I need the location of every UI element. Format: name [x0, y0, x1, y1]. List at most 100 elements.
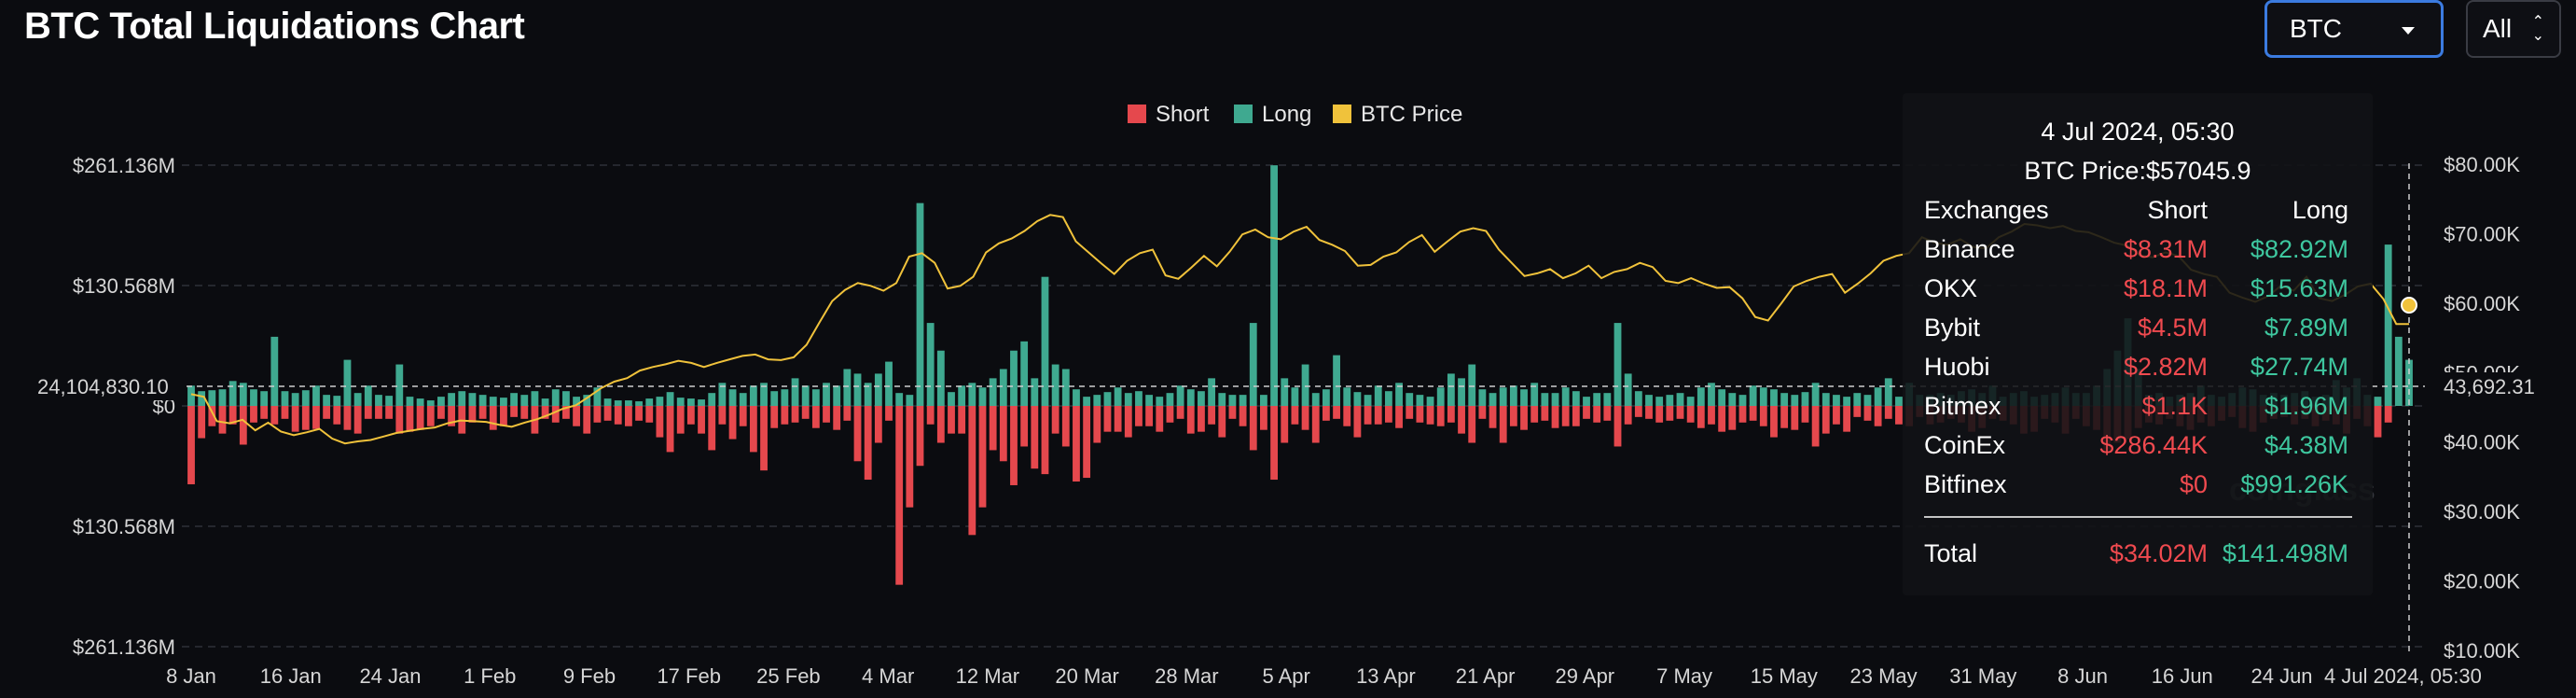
long-bar — [198, 391, 206, 406]
long-bar — [1333, 355, 1340, 406]
short-bar — [676, 406, 685, 434]
short-bar — [1499, 406, 1507, 443]
range-select[interactable]: All ⌃ ⌄ — [2466, 0, 2561, 58]
crosshair-x-label: 4 Jul 2024, 05:30 — [2324, 664, 2482, 688]
long-bar — [562, 391, 570, 406]
short-bar — [1541, 406, 1549, 421]
long-bar — [1270, 165, 1278, 406]
short-bar — [1364, 406, 1372, 425]
short-bar — [1291, 406, 1299, 425]
short-bar — [1083, 406, 1091, 479]
legend-label-price[interactable]: BTC Price — [1361, 102, 1462, 127]
short-bar — [1759, 406, 1767, 426]
short-bar — [1384, 406, 1392, 423]
short-bar — [2384, 406, 2392, 423]
short-bar — [260, 406, 269, 419]
short-bar — [385, 406, 394, 419]
x-tick-label: 25 Feb — [756, 664, 821, 688]
short-bar — [1520, 406, 1528, 430]
x-tick-label: 8 Jan — [166, 664, 216, 688]
long-bar — [1468, 364, 1476, 406]
short-bar — [468, 406, 477, 423]
long-bar — [676, 398, 685, 406]
short-bar — [1239, 406, 1247, 426]
short-bar — [1655, 406, 1664, 423]
tooltip-total-label: Total — [1924, 539, 1977, 567]
legend-label-long[interactable]: Long — [1262, 102, 1311, 127]
x-tick-label: 29 Apr — [1556, 664, 1615, 688]
page-title: BTC Total Liquidations Chart — [24, 6, 525, 47]
x-tick-label: 8 Jun — [2057, 664, 2108, 688]
short-bar — [1343, 406, 1351, 426]
short-bar — [1208, 406, 1216, 425]
short-bar — [645, 406, 654, 423]
long-bar — [874, 373, 882, 406]
short-bar — [1613, 406, 1622, 447]
long-bar — [1020, 341, 1029, 406]
long-bar — [323, 395, 331, 406]
right-axis-label: $60.00K — [2444, 292, 2520, 315]
short-bar — [874, 406, 882, 443]
long-bar — [1541, 393, 1549, 406]
coin-select[interactable]: BTC — [2264, 0, 2444, 58]
long-bar — [1124, 393, 1132, 406]
short-bar — [1468, 406, 1476, 443]
long-bar — [1249, 323, 1257, 406]
right-axis-label: $40.00K — [2444, 431, 2520, 454]
short-bar — [1884, 406, 1892, 419]
long-bar — [1738, 395, 1747, 406]
right-axis-label: $20.00K — [2444, 570, 2520, 593]
short-bar — [1198, 406, 1205, 432]
tooltip-row-exchange: Bybit — [1924, 314, 1981, 342]
left-axis-label: $261.136M — [73, 635, 175, 659]
legend-label-short[interactable]: Short — [1156, 102, 1210, 127]
long-bar — [823, 383, 830, 406]
long-bar — [728, 389, 737, 406]
long-bar — [1374, 385, 1382, 406]
long-bar — [885, 361, 893, 406]
long-bar — [593, 387, 602, 406]
x-tick-label: 7 May — [1656, 664, 1712, 688]
short-bar — [1624, 406, 1632, 425]
long-bar — [1114, 387, 1122, 406]
short-bar — [1260, 406, 1267, 430]
short-bar — [1156, 406, 1164, 432]
long-bar — [708, 393, 716, 406]
long-bar — [635, 401, 643, 406]
long-bar — [541, 398, 549, 406]
long-bar — [864, 383, 872, 406]
short-bar — [1728, 406, 1737, 430]
tooltip-row-short: $4.5M — [2138, 314, 2208, 342]
long-bar — [749, 385, 757, 406]
x-tick-label: 17 Feb — [657, 664, 721, 688]
left-axis-label: $261.136M — [73, 154, 175, 177]
tooltip-row-long: $15.63M — [2251, 274, 2348, 302]
short-bar — [541, 406, 549, 419]
tooltip-row-short: $18.1M — [2124, 274, 2208, 302]
short-bar — [656, 406, 664, 438]
short-bar — [1249, 406, 1257, 451]
long-bar — [833, 385, 841, 406]
short-bar — [1509, 406, 1517, 426]
short-bar — [698, 406, 705, 434]
short-bar — [1770, 406, 1778, 438]
long-bar — [948, 392, 955, 406]
short-bar — [1166, 406, 1174, 423]
short-bar — [1811, 406, 1820, 447]
tooltip-row-long: $27.74M — [2251, 353, 2348, 381]
long-bar — [1145, 395, 1154, 406]
short-bar — [1333, 406, 1340, 419]
short-bar — [426, 406, 435, 426]
short-bar — [760, 406, 768, 471]
short-bar — [1218, 406, 1226, 438]
long-bar — [250, 389, 257, 406]
long-bar — [375, 395, 382, 406]
long-bar — [1676, 393, 1684, 406]
x-tick-label: 15 May — [1751, 664, 1818, 688]
short-bar — [229, 406, 237, 425]
short-bar — [1821, 406, 1830, 434]
short-bar — [1874, 406, 1882, 426]
long-bar — [406, 397, 414, 406]
tooltip-rows: Binance $8.31M $82.92M OKX $18.1M $15.63M Bybi… — [1924, 235, 2348, 498]
